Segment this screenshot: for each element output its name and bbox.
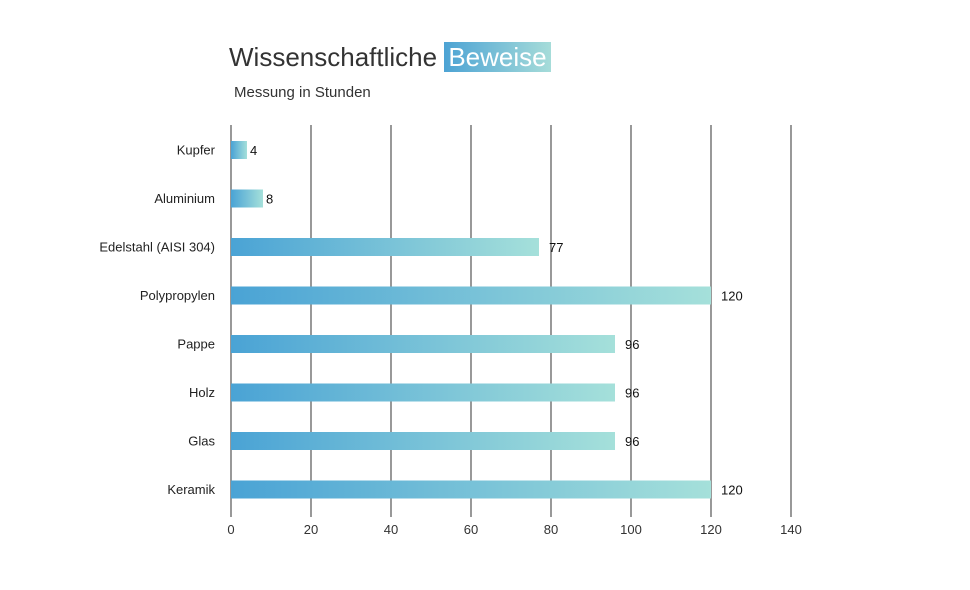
title-highlight: Beweise [444, 42, 551, 72]
x-tick-label: 140 [780, 522, 802, 537]
category-label: Edelstahl (AISI 304) [99, 240, 215, 255]
bar [231, 238, 539, 256]
bar [231, 432, 615, 450]
title-text: Wissenschaftliche [229, 42, 438, 72]
bar [231, 383, 615, 402]
bar [231, 480, 711, 499]
x-tick-label: 40 [384, 522, 398, 537]
x-tick-label: 0 [227, 522, 234, 537]
category-label: Pappe [177, 337, 215, 352]
data-label: 77 [549, 240, 563, 255]
bar [231, 286, 711, 305]
data-label: 96 [625, 434, 639, 449]
category-label: Aluminium [154, 191, 215, 206]
data-label: 8 [266, 192, 273, 207]
data-label: 4 [250, 143, 257, 158]
bar [231, 189, 263, 208]
data-label: 96 [625, 337, 639, 352]
chart-title: Wissenschaftliche Beweise [229, 42, 551, 73]
data-label: 120 [721, 289, 743, 304]
category-label: Glas [188, 434, 215, 449]
x-tick-label: 20 [304, 522, 318, 537]
category-label: Kupfer [177, 143, 216, 158]
data-label: 120 [721, 483, 743, 498]
x-tick-label: 80 [544, 522, 558, 537]
bar [231, 335, 615, 353]
category-label: Holz [189, 385, 215, 400]
x-tick-label: 100 [620, 522, 642, 537]
category-label: Polypropylen [140, 288, 215, 303]
bar [231, 141, 247, 159]
data-label: 96 [625, 386, 639, 401]
x-tick-label: 120 [700, 522, 722, 537]
chart-subtitle: Messung in Stunden [234, 84, 371, 101]
x-tick-label: 60 [464, 522, 478, 537]
category-label: Keramik [167, 482, 215, 497]
